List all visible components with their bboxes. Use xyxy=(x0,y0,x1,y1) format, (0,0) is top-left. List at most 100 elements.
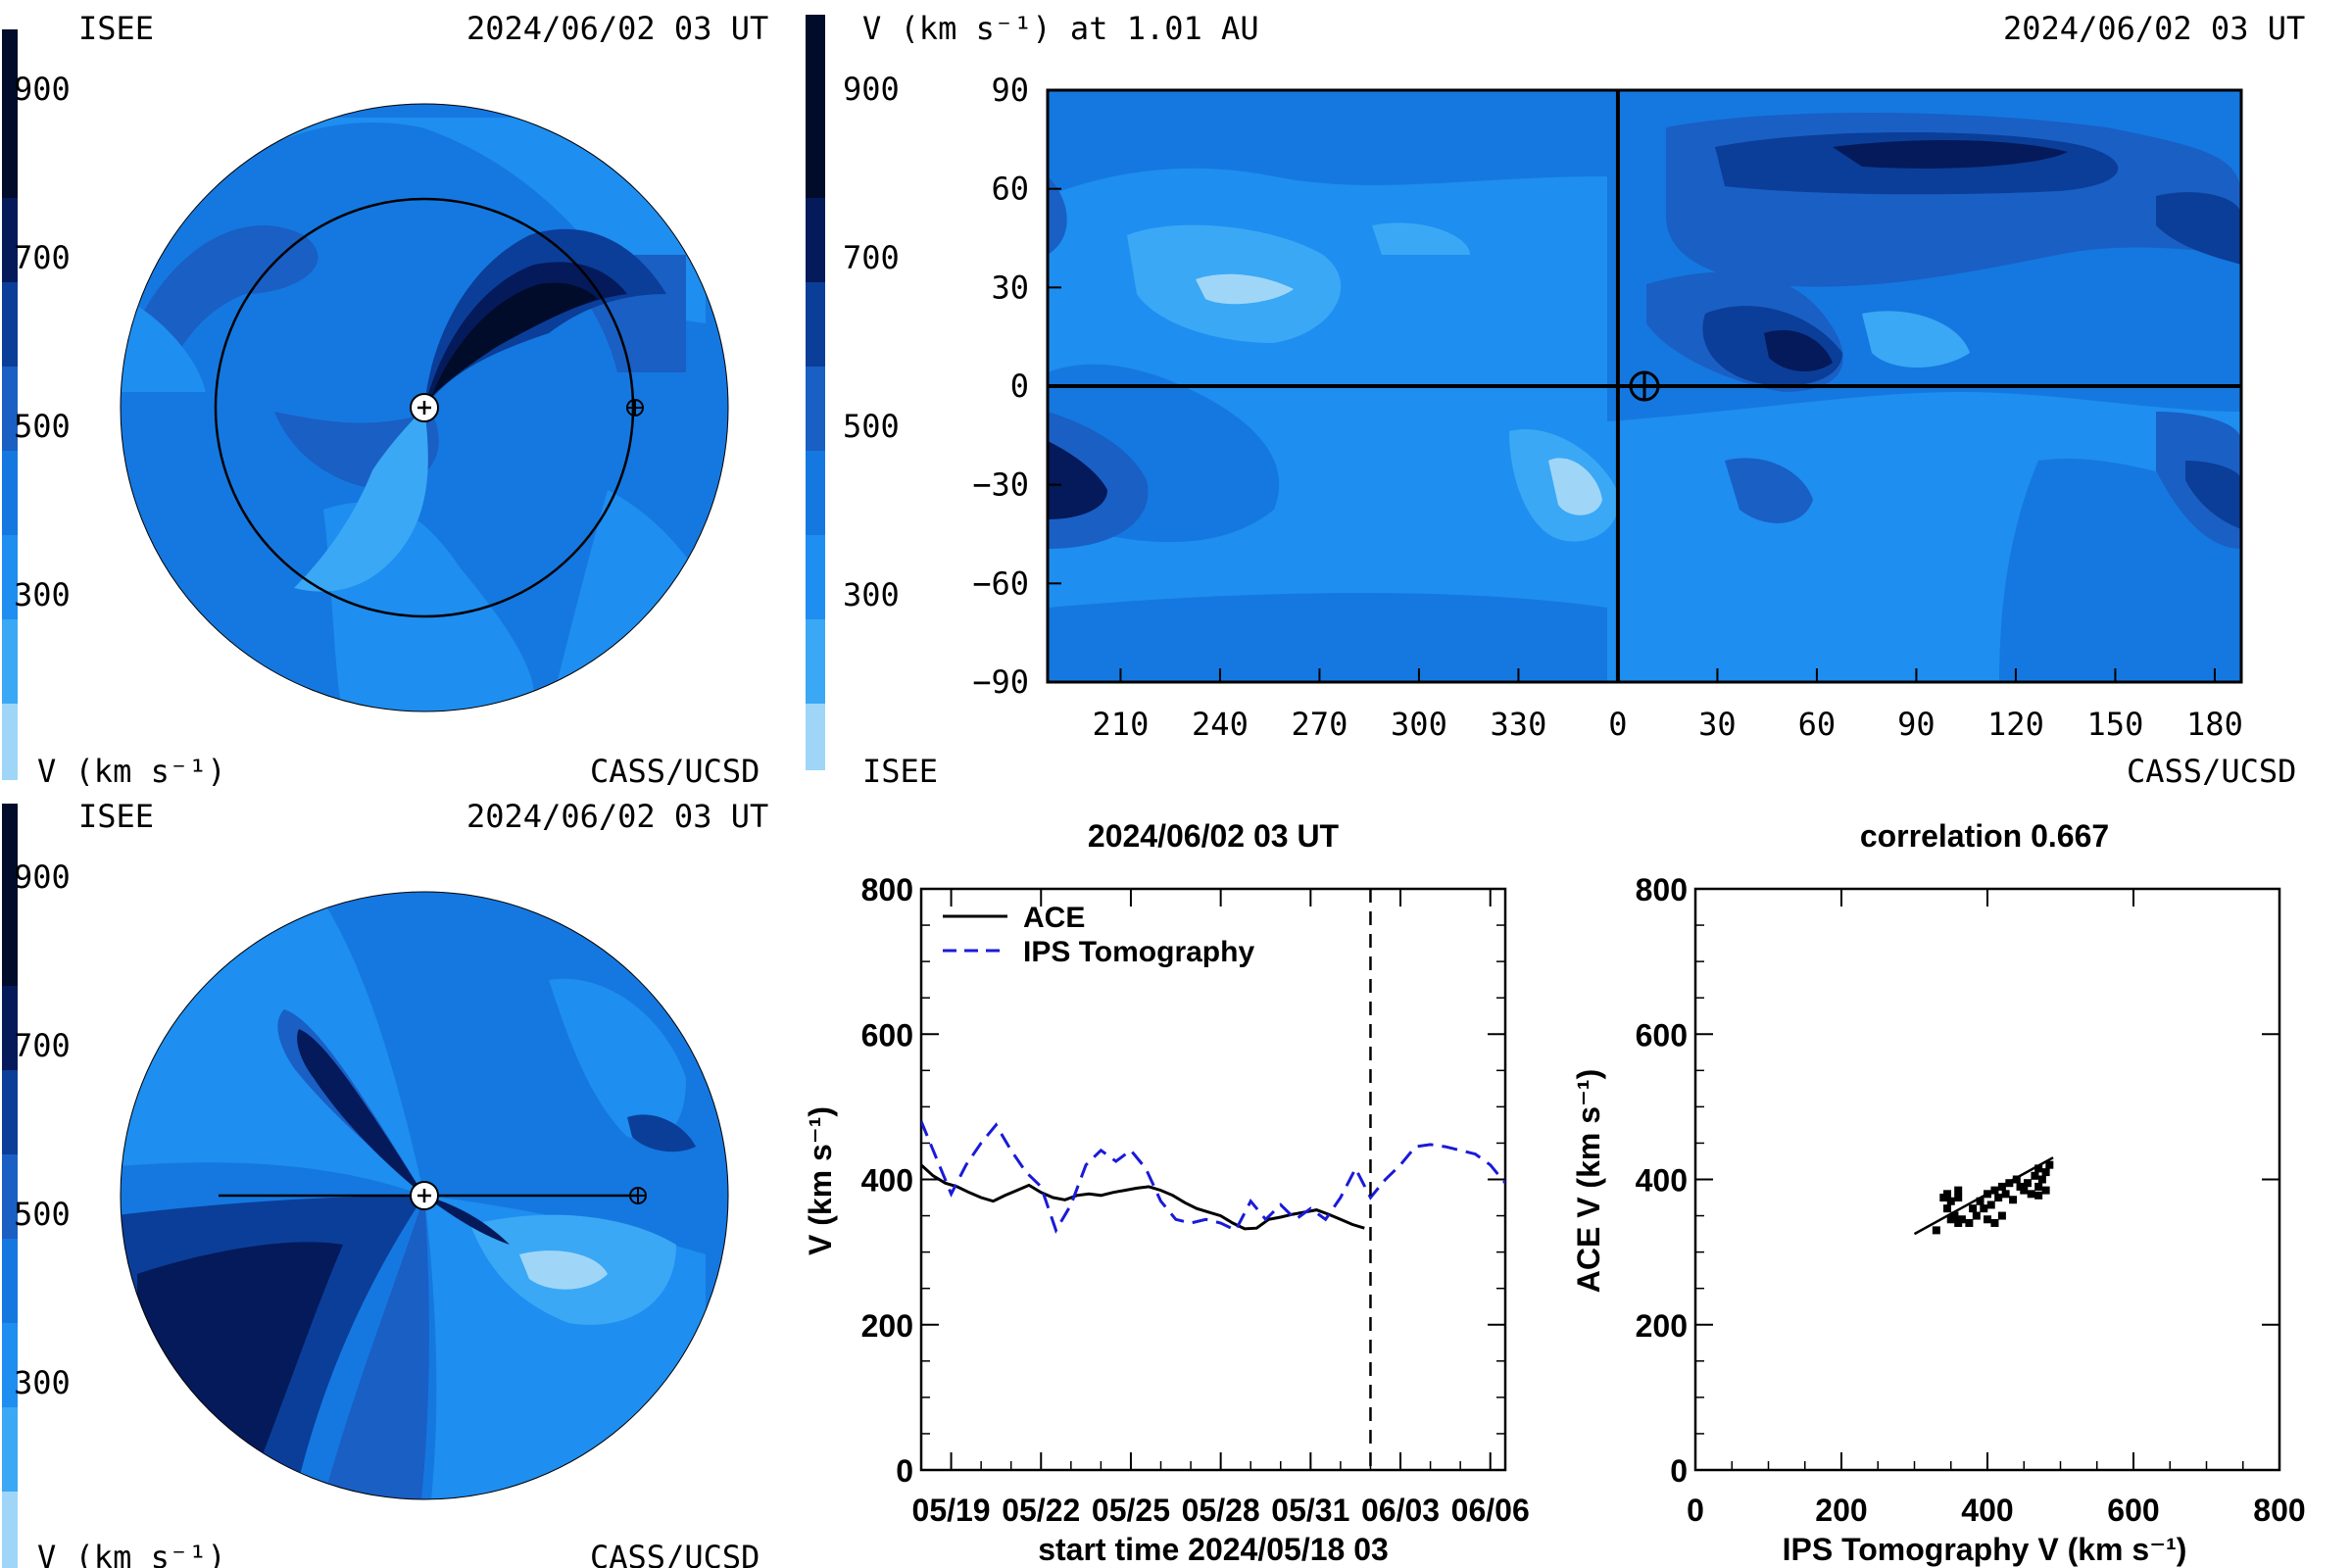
top-left-polar-panel: 900 700 500 300 ISEE 2024/06/02 03 UT V … xyxy=(2,10,768,790)
y-tick-label: 400 xyxy=(1636,1163,1688,1199)
colorbar-swatch-8 xyxy=(2,29,18,198)
y-tick-label: −60 xyxy=(972,564,1029,602)
scatter-point xyxy=(2031,1171,2039,1180)
colorbar-swatch-1 xyxy=(806,704,825,770)
top-left-colorbar: 900 700 500 300 xyxy=(2,29,71,780)
colorbar-swatch-4 xyxy=(2,1239,18,1323)
colorbar-swatch-2 xyxy=(2,1407,18,1492)
earth-icon xyxy=(626,399,644,416)
colorbar-tick: 300 xyxy=(14,576,71,613)
date-label: 2024/06/02 03 UT xyxy=(2003,10,2305,47)
x-tick-label: 240 xyxy=(1192,706,1249,743)
bottom-left-polar-panel: 900 700 500 300 ISEE 2024/06/02 03 UT V … xyxy=(2,798,768,1568)
colorbar-swatch-7 xyxy=(806,198,825,282)
scatter-point xyxy=(1972,1211,1981,1220)
colorbar-swatch-2 xyxy=(806,619,825,704)
colorbar-tick: 500 xyxy=(14,408,71,445)
colorbar-swatch-5 xyxy=(2,1154,18,1239)
y-tick-label: 400 xyxy=(861,1163,913,1199)
scatter-point xyxy=(1984,1215,1991,1224)
y-tick-label: −90 xyxy=(972,663,1029,701)
colorbar-swatch-6 xyxy=(2,1070,18,1154)
colorbar-tick: 700 xyxy=(843,239,900,276)
scatter-point xyxy=(1954,1186,1963,1195)
x-tick-label: 05/22 xyxy=(1002,1493,1080,1528)
y-tick-label: 200 xyxy=(861,1308,913,1344)
ace-series-line xyxy=(921,1163,1365,1231)
x-tick-label: 200 xyxy=(1815,1493,1867,1528)
scatter-point xyxy=(2027,1190,2035,1199)
scatter-point xyxy=(1946,1215,1955,1224)
colorbar-swatch-3 xyxy=(2,535,18,619)
date-label: 2024/06/02 03 UT xyxy=(466,798,768,835)
x-tick-label: 30 xyxy=(1698,706,1737,743)
colorbar-tick: 300 xyxy=(843,576,900,613)
x-tick-labels: 210 240 270 300 330 0 30 60 90 120 150 180 xyxy=(1093,706,2243,743)
unit-label: V (km s⁻¹) xyxy=(37,753,226,790)
y-tick-label: 200 xyxy=(1636,1308,1688,1344)
scatter-point xyxy=(2034,1164,2043,1173)
x-tick-label: 0 xyxy=(1687,1493,1704,1528)
scatter-point xyxy=(1997,1211,2006,1220)
colorbar-tick: 300 xyxy=(14,1364,71,1401)
x-tick-label: 05/25 xyxy=(1092,1493,1170,1528)
colorbar-swatch-4 xyxy=(806,451,825,535)
scatter-point xyxy=(1990,1218,1999,1227)
regression-line xyxy=(1913,1156,2054,1236)
date-label: 2024/06/02 03 UT xyxy=(466,10,768,47)
colorbar-swatch-3 xyxy=(806,535,825,619)
y-tick-labels: 90 60 30 0 −30 −60 −90 xyxy=(972,72,1029,701)
scatter-point xyxy=(1986,1200,1995,1209)
y-tick-label: 600 xyxy=(1636,1017,1688,1053)
scatter-point xyxy=(1980,1204,1988,1213)
y-tick-label: 800 xyxy=(1636,872,1688,907)
map-title: V (km s⁻¹) at 1.01 AU xyxy=(862,10,1259,47)
colorbar-swatch-3 xyxy=(2,1323,18,1407)
colorbar-tick: 500 xyxy=(14,1196,71,1233)
colorbar-swatch-8 xyxy=(806,15,825,198)
y-tick-labels: 800 600 400 200 0 xyxy=(861,872,913,1489)
scatter-point xyxy=(2041,1168,2050,1177)
scatter-point xyxy=(1932,1226,1940,1235)
colorbar-swatch-5 xyxy=(2,367,18,451)
scatter-points xyxy=(1932,1160,2054,1235)
scatter-point xyxy=(1994,1194,2003,1202)
timeseries-title: 2024/06/02 03 UT xyxy=(1088,818,1340,854)
scatter-title: correlation 0.667 xyxy=(1860,818,2109,854)
credit-label: CASS/UCSD xyxy=(590,753,760,790)
earth-icon xyxy=(629,1187,647,1204)
scatter-point xyxy=(2012,1175,2021,1184)
sun-icon xyxy=(410,393,439,422)
scatter-point xyxy=(2034,1182,2043,1191)
scatter-point xyxy=(2041,1186,2050,1195)
x-tick-label: 05/19 xyxy=(912,1493,991,1528)
x-tick-label: 800 xyxy=(2253,1493,2305,1528)
scatter-point xyxy=(2037,1175,2046,1184)
colorbar-swatch-1 xyxy=(2,704,18,780)
scatter-point xyxy=(2001,1190,2010,1199)
scatter-point xyxy=(2034,1191,2043,1200)
credit-label: CASS/UCSD xyxy=(2127,753,2296,790)
x-tick-label: 150 xyxy=(2087,706,2144,743)
x-tick-label: 05/31 xyxy=(1271,1493,1349,1528)
sun-icon xyxy=(410,1181,439,1210)
scatter-point xyxy=(1954,1194,1963,1202)
y-tick-label: 0 xyxy=(896,1453,913,1489)
scatter-point xyxy=(1954,1218,1963,1227)
y-tick-labels: 800 600 400 200 0 xyxy=(1636,872,1688,1489)
x-tick-labels: 05/19 05/22 05/25 05/28 05/31 06/03 06/06 xyxy=(912,1493,1530,1528)
x-tick-label: 180 xyxy=(2186,706,2243,743)
y-tick-label: −30 xyxy=(972,466,1029,504)
colorbar-tick: 500 xyxy=(843,408,900,445)
x-tick-label: 120 xyxy=(1987,706,2044,743)
top-right-synoptic-panel: 900 700 500 300 V (km s⁻¹) at 1.01 AU 20… xyxy=(806,10,2305,790)
ips-series-line xyxy=(921,1120,1505,1234)
x-tick-label: 330 xyxy=(1491,706,1547,743)
legend: ACE IPS Tomography xyxy=(943,902,1254,968)
timeseries-panel: 2024/06/02 03 UT 05/19 05/22 05/25 05/28 05/… xyxy=(803,818,1530,1567)
colorbar-tick: 900 xyxy=(843,71,900,108)
scatter-point xyxy=(1943,1204,1952,1213)
org-label: ISEE xyxy=(78,798,154,835)
y-tick-label: 30 xyxy=(991,269,1029,306)
